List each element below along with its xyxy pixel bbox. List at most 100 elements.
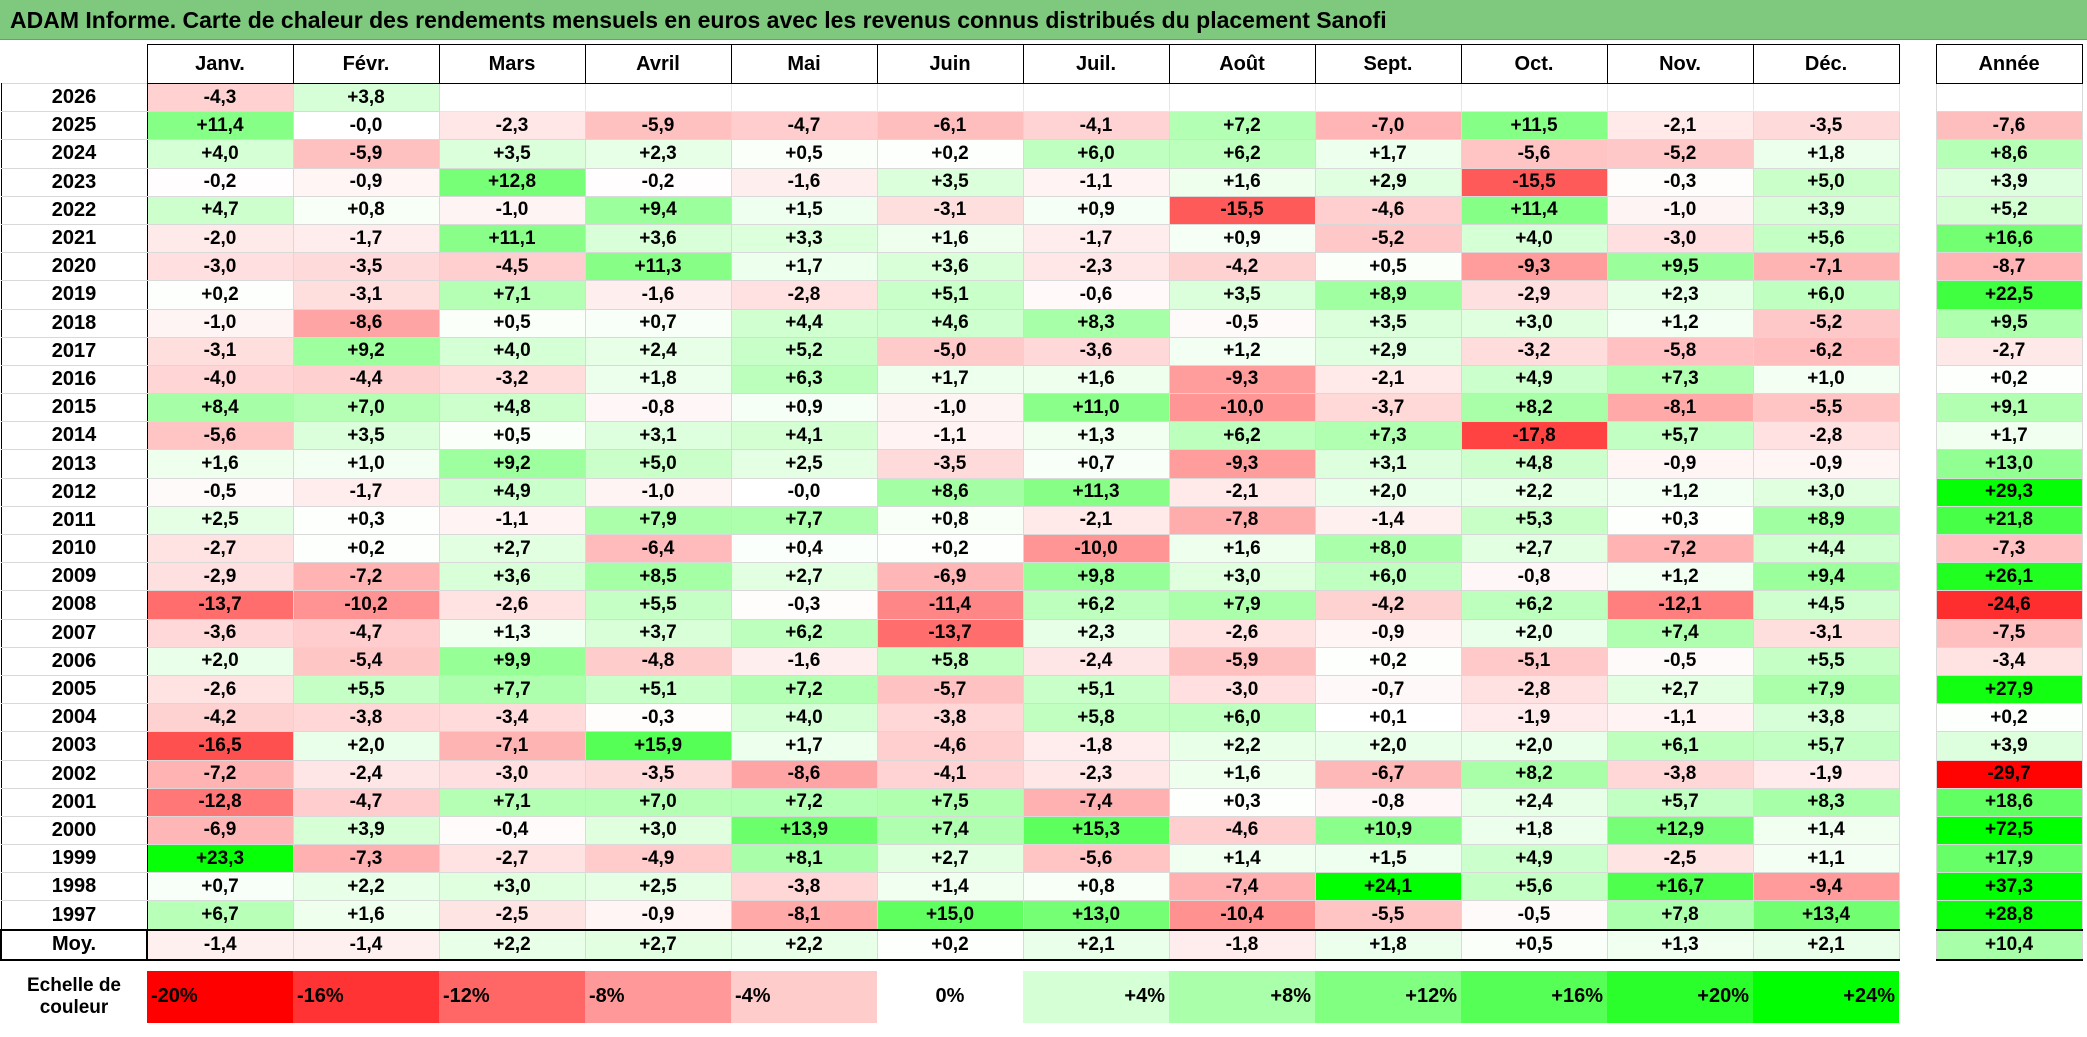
heatmap-cell: -2,6	[1168, 618, 1316, 648]
month-header: Févr.	[292, 44, 440, 84]
heatmap-cell: -4,5	[438, 252, 586, 282]
heatmap-cell: -1,7	[1022, 223, 1170, 254]
heatmap-cell: -3,2	[1460, 336, 1608, 366]
month-header: Déc.	[1752, 44, 1900, 84]
heatmap-cell: -2,4	[292, 759, 440, 789]
heatmap-cell: +1,4	[876, 872, 1024, 902]
column-gap	[1899, 111, 1936, 140]
heatmap-cell: -7,3	[292, 844, 440, 874]
heatmap-cell: +7,5	[876, 787, 1024, 817]
annual-cell: -29,7	[1935, 759, 2083, 789]
heatmap-cell: -4,6	[1168, 815, 1316, 846]
heatmap-cell: -4,7	[292, 787, 440, 817]
heatmap-cell: +2,7	[1460, 533, 1608, 564]
average-cell: -1,8	[1168, 928, 1316, 961]
heatmap-cell: +5,3	[1460, 505, 1608, 536]
heatmap-cell: +5,2	[730, 336, 878, 366]
heatmap-cell: +5,1	[1022, 674, 1170, 705]
heatmap-cell: +1,2	[1168, 336, 1316, 366]
heatmap-cell: -2,3	[438, 111, 586, 141]
color-scale-swatch: +8%	[1169, 970, 1315, 1023]
annual-cell: -7,6	[1935, 111, 2083, 141]
heatmap-cell: +0,8	[1022, 872, 1170, 902]
heatmap-cell: +8,9	[1752, 505, 1900, 536]
annual-cell: +21,8	[1935, 505, 2083, 536]
year-label: 2008	[0, 590, 148, 620]
heatmap-cell: +24,1	[1314, 872, 1462, 902]
heatmap-cell: -6,2	[1752, 336, 1900, 366]
month-header: Janv.	[146, 44, 294, 84]
heatmap-cell: -0,9	[1606, 449, 1754, 479]
heatmap-cell: +4,0	[146, 139, 294, 169]
heatmap-cell: -17,8	[1460, 421, 1608, 451]
heatmap-cell: -6,9	[876, 562, 1024, 592]
heatmap-cell: -7,2	[292, 562, 440, 592]
average-cell: -1,4	[292, 928, 440, 961]
heatmap-cell: -2,7	[438, 844, 586, 874]
average-cell: +2,1	[1022, 928, 1170, 961]
heatmap-cell	[438, 82, 586, 113]
year-row: 2011 +2,5 +0,3 -1,1 +7,9 +7,7 +0,8 -2,1 -7,8 -1,4…	[0, 505, 2083, 536]
heatmap-cell: +1,8	[1752, 139, 1900, 169]
heatmap-cell: -7,4	[1168, 872, 1316, 902]
heatmap-cell: +2,2	[292, 872, 440, 902]
heatmap-cell: +23,3	[146, 844, 294, 874]
heatmap-cell	[1314, 82, 1462, 113]
heatmap-cell: +0,8	[292, 195, 440, 225]
heatmap-cell: -5,4	[292, 646, 440, 676]
year-label: 2004	[0, 703, 148, 733]
heatmap-cell: -3,1	[1752, 618, 1900, 648]
heatmap-cell: +1,6	[1168, 759, 1316, 789]
color-scale-swatch: +24%	[1753, 970, 1899, 1023]
heatmap-cell: +9,4	[584, 195, 732, 225]
heatmap-cell: +0,9	[1168, 223, 1316, 254]
heatmap-cell: +0,5	[730, 139, 878, 169]
heatmap-cell: +1,2	[1606, 477, 1754, 507]
heatmap-cell: +1,6	[876, 223, 1024, 254]
heatmap-cell: -3,1	[876, 195, 1024, 225]
heatmap-cell: -16,5	[146, 731, 294, 761]
heatmap-cell: +11,3	[1022, 477, 1170, 507]
heatmap-cell: -9,3	[1168, 449, 1316, 479]
heatmap-cell: +2,4	[1460, 787, 1608, 817]
heatmap-cell: +7,2	[1168, 111, 1316, 141]
heatmap-cell: +0,3	[292, 505, 440, 536]
heatmap-cell	[1460, 82, 1608, 113]
heatmap-cell: +4,5	[1752, 590, 1900, 620]
heatmap-cell: +6,2	[730, 618, 878, 648]
heatmap-cell: +6,2	[1460, 590, 1608, 620]
year-row: 2004 -4,2 -3,8 -3,4 -0,3 +4,0 -3,8 +5,8 +6,0 +0,1…	[0, 703, 2083, 733]
heatmap-cell: -6,4	[584, 533, 732, 564]
heatmap-cell: +3,0	[1752, 477, 1900, 507]
heatmap-cell: +11,4	[146, 111, 294, 141]
heatmap-cell: +2,0	[146, 646, 294, 676]
year-label: 2002	[0, 759, 148, 789]
heatmap-cell: +5,5	[292, 674, 440, 705]
year-label: 2026	[0, 82, 148, 113]
heatmap-cell: +11,3	[584, 252, 732, 282]
heatmap-cell: +2,5	[730, 449, 878, 479]
heatmap-cell: -0,9	[584, 900, 732, 931]
column-gap	[1899, 421, 1936, 450]
heatmap-cell: +1,0	[1752, 364, 1900, 395]
month-header: Nov.	[1606, 44, 1754, 84]
heatmap-cell: +3,0	[584, 815, 732, 846]
heatmap-cell: +0,4	[730, 533, 878, 564]
heatmap-cell: +15,9	[584, 731, 732, 761]
heatmap-cell: -6,9	[146, 815, 294, 846]
heatmap-cell	[1752, 82, 1900, 113]
heatmap-cell: +3,7	[584, 618, 732, 648]
heatmap-cell: -7,2	[146, 759, 294, 789]
year-row: 2010 -2,7 +0,2 +2,7 -6,4 +0,4 +0,2 -10,0 +1,6 +8,…	[0, 533, 2083, 564]
heatmap-cell: -6,1	[876, 111, 1024, 141]
year-row: 2003 -16,5 +2,0 -7,1 +15,9 +1,7 -4,6 -1,8 +2,2 +2…	[0, 731, 2083, 761]
average-cell: +2,2	[730, 928, 878, 961]
heatmap-cell: -4,8	[584, 646, 732, 676]
heatmap-cell: +13,9	[730, 815, 878, 846]
average-cell: -1,4	[146, 928, 294, 961]
annual-cell: -8,7	[1935, 252, 2083, 282]
heatmap-cell: +2,5	[584, 872, 732, 902]
annual-cell: -24,6	[1935, 590, 2083, 620]
year-row: 2019 +0,2 -3,1 +7,1 -1,6 -2,8 +5,1 -0,6 +3,5 +8,9…	[0, 280, 2083, 310]
heatmap-cell: -5,5	[1314, 900, 1462, 931]
